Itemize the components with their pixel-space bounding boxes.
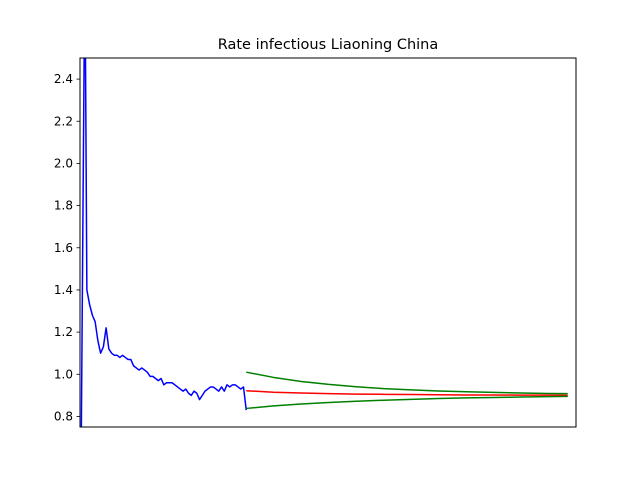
y-tick-label: 1.6: [54, 241, 73, 255]
y-tick-label: 1.0: [54, 367, 73, 381]
y-tick-label: 2.4: [54, 72, 73, 86]
series-line-4: [246, 395, 568, 410]
y-tick-label: 1.4: [54, 283, 73, 297]
y-tick-label: 0.8: [54, 409, 73, 423]
y-tick-label: 2.2: [54, 114, 73, 128]
series-line-1: [80, 58, 247, 427]
y-tick-label: 1.2: [54, 325, 73, 339]
y-tick-label: 2.0: [54, 156, 73, 170]
series-line-3: [246, 371, 568, 395]
y-tick-label: 1.8: [54, 199, 73, 213]
plot-frame: [79, 57, 577, 428]
series-line-2: [246, 389, 568, 397]
chart-title: Rate infectious Liaoning China: [218, 37, 439, 53]
y-axis: 0.8 1.0 1.2 1.4 1.6 1.8 2.0 2.2 2.4: [54, 72, 80, 423]
series-layer: [80, 58, 568, 427]
